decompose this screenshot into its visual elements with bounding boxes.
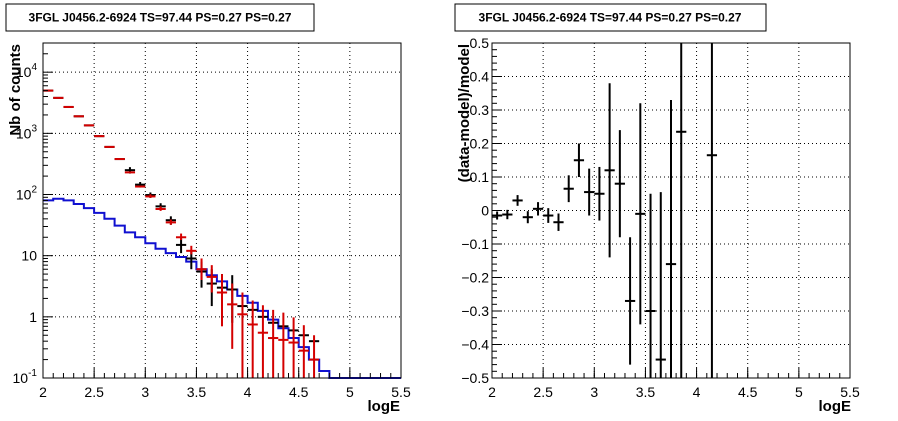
right-residual-point [594, 166, 605, 221]
left-y-tick-base: 10 [21, 248, 37, 264]
left-y-tick-base: 10 [13, 370, 29, 386]
left-y-tick-label: 102 [16, 185, 38, 203]
left-x-tick-label: 4 [244, 384, 252, 400]
right-residual-point [573, 143, 585, 177]
right-y-axis-title: (data-model)/model [456, 44, 473, 182]
right-residual-point [522, 211, 533, 224]
right-x-tick-label: 5 [795, 384, 803, 400]
right-residual-point [604, 83, 615, 258]
left-model-point [247, 300, 258, 378]
left-y-tick-label: 104 [16, 62, 38, 80]
right-y-tick-label: 0 [481, 203, 489, 219]
left-y-tick-label: 10-1 [13, 368, 38, 386]
left-x-tick-label: 4.5 [289, 384, 309, 400]
right-residual-point [614, 130, 625, 238]
left-y-tick-label: 10 [21, 248, 37, 264]
right-y-tick-label: 0.5 [470, 35, 490, 51]
left-model-point [227, 283, 238, 349]
left-model-point [206, 265, 217, 293]
left-y-tick-exponent: 3 [31, 123, 37, 134]
right-x-axis-title: logE [819, 398, 852, 415]
right-residual-point [635, 103, 646, 325]
left-model-point [288, 317, 299, 378]
right-x-tick-label: 2.5 [533, 384, 553, 400]
left-y-tick-base: 10 [16, 64, 32, 80]
right-residual-point [512, 195, 523, 206]
left-model-point [186, 245, 197, 255]
left-model-point [298, 325, 309, 378]
left-model-point [196, 258, 207, 281]
right-x-tick-label: 4 [693, 384, 701, 400]
right-residual-point [502, 209, 513, 220]
left-marks [43, 89, 401, 379]
right-residual-point [706, 43, 718, 378]
left-model-point [278, 312, 289, 378]
right-x-tick-label: 3 [590, 384, 598, 400]
left-y-tick-exponent: 4 [31, 62, 37, 73]
right-y-tick-label: −0.3 [461, 303, 489, 319]
right-y-tick-label: 0.2 [470, 136, 490, 152]
right-chart-title: 3FGL J0456.2-6924 TS=97.44 PS=0.27 PS=0.… [479, 11, 742, 25]
left-x-tick-label: 2.5 [84, 384, 104, 400]
right-y-tick-label: −0.4 [461, 337, 489, 353]
right-residual-point [543, 208, 554, 223]
right-residual-point [584, 168, 595, 216]
right-residual-point [655, 192, 666, 378]
left-y-tick-base: 10 [16, 125, 32, 141]
left-x-tick-label: 5.5 [391, 384, 411, 400]
left-y-tick-label: 1 [29, 309, 37, 325]
right-residual-point [645, 193, 656, 378]
left-chart-title: 3FGL J0456.2-6924 TS=97.44 PS=0.27 PS=0.… [29, 11, 292, 25]
right-residual-point [532, 202, 544, 216]
right-marks [492, 43, 718, 378]
left-x-axis-title: logE [368, 398, 401, 415]
left-model-point [268, 309, 279, 378]
left-grid [43, 43, 401, 378]
left-plot-frame [42, 42, 402, 379]
left-y-tick-label: 103 [16, 123, 38, 141]
right-y-tick-label: 0.1 [470, 169, 490, 185]
left-y-axis-title: Nb of counts [7, 44, 24, 136]
right-residual-point [676, 43, 687, 378]
right-y-tick-label: −0.1 [461, 236, 489, 252]
right-x-tick-label: 3.5 [636, 384, 656, 400]
right-residual-point [553, 213, 564, 231]
right-x-tick-label: 2 [488, 384, 496, 400]
right-residual-point [665, 99, 677, 378]
left-y-tick-base: 1 [29, 309, 37, 325]
right-y-tick-label: −0.2 [461, 270, 489, 286]
left-x-tick-label: 3 [141, 384, 149, 400]
right-residual-point [624, 237, 636, 365]
left-x-tick-label: 5 [346, 384, 354, 400]
left-model-point [257, 305, 269, 378]
left-model-point [165, 219, 176, 225]
left-model-point [175, 233, 187, 241]
right-y-tick-label: −0.5 [461, 370, 489, 386]
right-panel: 3FGL J0456.2-6924 TS=97.44 PS=0.27 PS=0.… [454, 3, 860, 415]
right-ticks: 2 2.5 3 3.5 4 4.5 5 5.5 −0.5 −0.4 −0.3 −0.2 −0.1 0 0.1… [461, 35, 860, 400]
right-residual-point [492, 211, 503, 220]
right-title-box [454, 3, 767, 32]
left-data-point [175, 238, 187, 254]
left-model-point [308, 335, 320, 378]
right-x-tick-label: 4.5 [738, 384, 758, 400]
left-model-point [237, 292, 248, 378]
left-y-tick-base: 10 [16, 187, 32, 203]
left-title-box [5, 3, 315, 32]
left-x-tick-label: 3.5 [187, 384, 207, 400]
left-model-point [216, 274, 228, 327]
left-y-tick-exponent: 2 [31, 185, 37, 196]
left-model-point [145, 194, 156, 198]
right-x-tick-label: 5.5 [840, 384, 860, 400]
right-y-tick-label: 0.3 [470, 102, 490, 118]
left-y-tick-exponent: -1 [28, 368, 37, 379]
left-panel: 3FGL J0456.2-6924 TS=97.44 PS=0.27 PS=0.… [5, 3, 411, 415]
left-x-tick-label: 2 [39, 384, 47, 400]
right-residual-point [563, 175, 574, 203]
right-y-tick-label: 0.4 [470, 69, 490, 85]
left-model-point [155, 206, 166, 211]
